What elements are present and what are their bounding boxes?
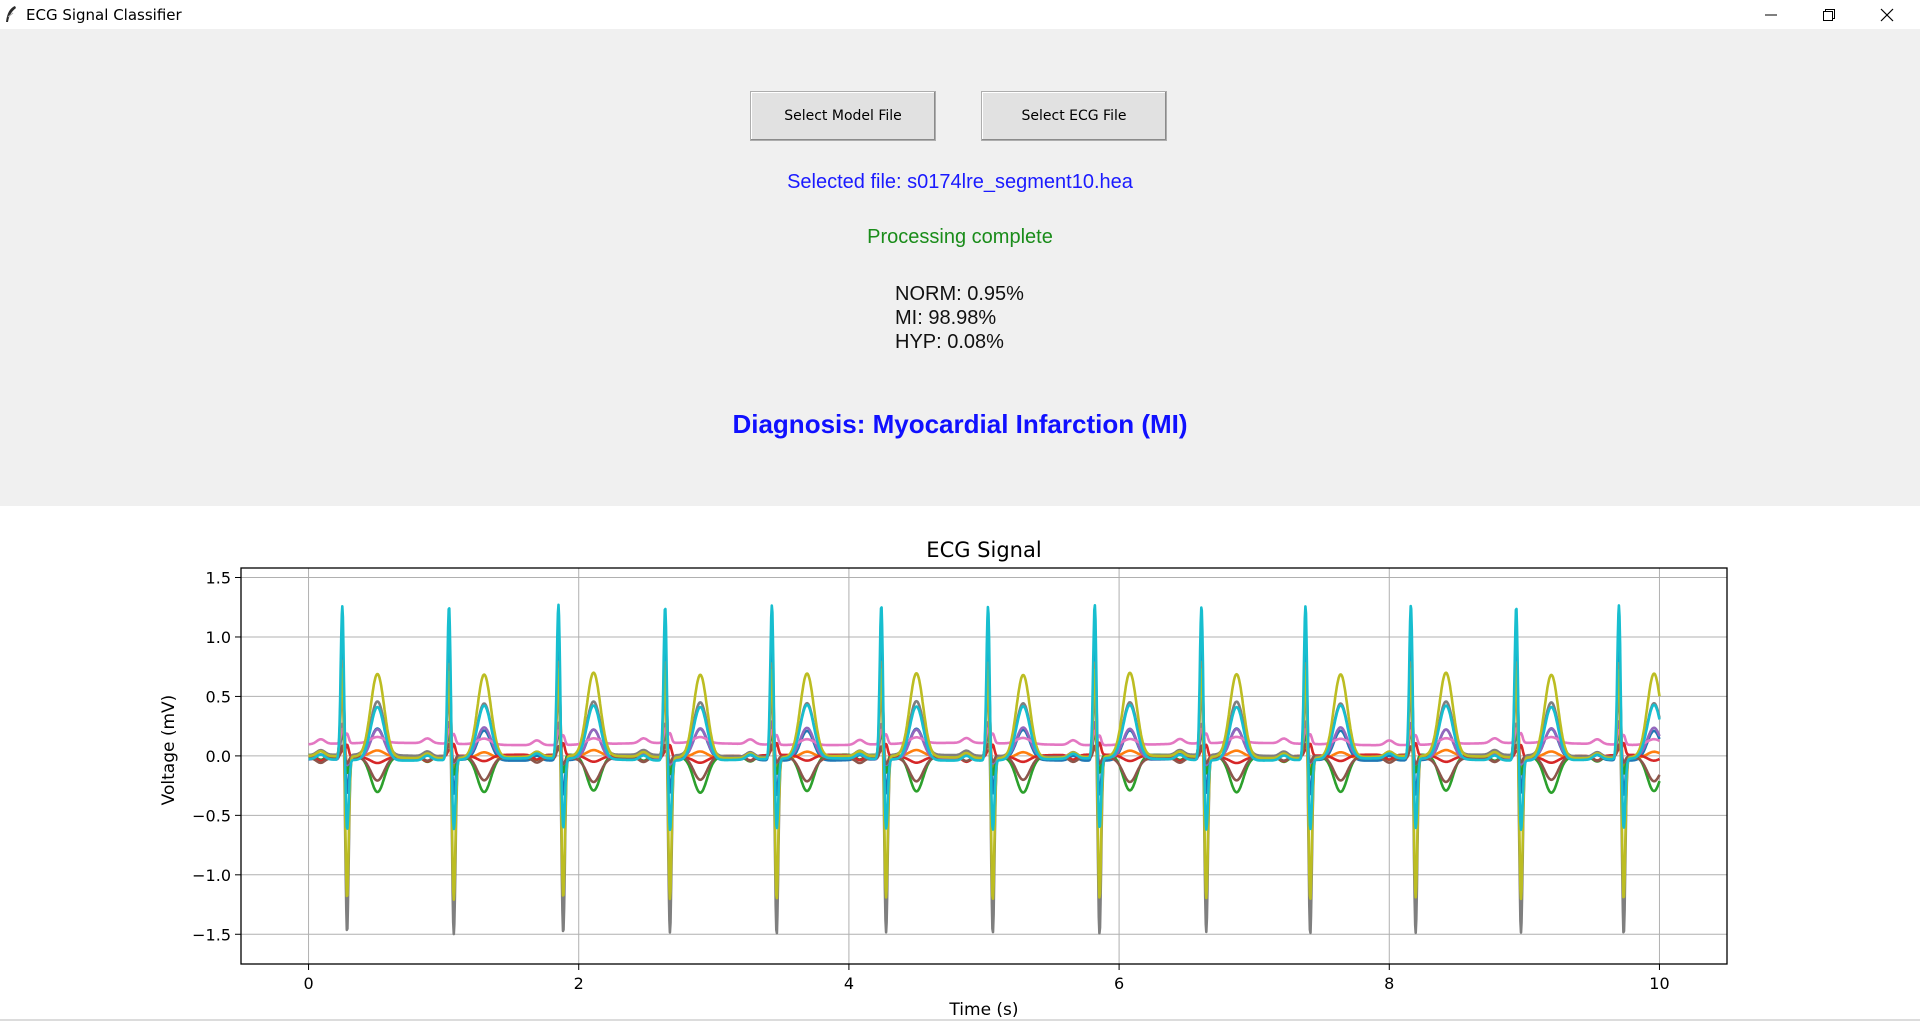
title-bar: ECG Signal Classifier	[0, 0, 1920, 29]
prob-norm: NORM: 0.95%	[895, 283, 1024, 305]
x-tick-label: 8	[1384, 974, 1394, 993]
probabilities-list: NORM: 0.95% MI: 98.98% HYP: 0.08%	[895, 282, 1024, 354]
chart-title: ECG Signal	[926, 538, 1041, 562]
y-tick-label: −1.5	[192, 925, 231, 944]
x-axis-label: Time (s)	[948, 1000, 1018, 1020]
x-tick-label: 2	[574, 974, 584, 993]
y-tick-label: 1.0	[206, 628, 231, 647]
close-icon	[1880, 8, 1894, 21]
status-label: Processing complete	[867, 226, 1053, 248]
x-tick-label: 10	[1649, 974, 1669, 993]
select-ecg-file-button[interactable]: Select ECG File	[981, 91, 1167, 141]
select-model-file-button[interactable]: Select Model File	[750, 91, 936, 141]
bottom-border	[0, 1019, 1920, 1021]
y-tick-label: 0.0	[206, 747, 231, 766]
y-tick-label: −0.5	[192, 806, 231, 825]
close-button[interactable]	[1858, 0, 1916, 29]
control-panel: Select Model File Select ECG File Select…	[0, 29, 1920, 506]
x-tick-label: 6	[1114, 974, 1124, 993]
ecg-lead-line	[307, 667, 1661, 901]
selected-file-label: Selected file: s0174lre_segment10.hea	[787, 171, 1133, 193]
y-tick-label: 1.5	[206, 569, 231, 588]
x-tick-label: 0	[303, 974, 313, 993]
y-axis-label: Voltage (mV)	[159, 695, 179, 806]
diagnosis-label: Diagnosis: Myocardial Infarction (MI)	[732, 409, 1188, 439]
prob-hyp: HYP: 0.08%	[895, 331, 1004, 353]
prob-mi: MI: 98.98%	[895, 307, 997, 329]
minimize-icon	[1765, 14, 1777, 15]
y-tick-label: 0.5	[206, 687, 231, 706]
window-title: ECG Signal Classifier	[26, 6, 182, 24]
minimize-button[interactable]	[1742, 0, 1800, 29]
restore-button[interactable]	[1800, 0, 1858, 29]
feather-icon	[6, 6, 16, 22]
x-tick-label: 4	[844, 974, 854, 993]
ecg-lead-line	[307, 603, 1661, 832]
y-tick-label: −1.0	[192, 866, 231, 885]
ecg-chart: ECG Signal 0 2 4 6 8 10 −1.5 −1.0 −0.5 0.0 0.5 1.0 1…	[159, 538, 1728, 1020]
ecg-lead-line	[307, 644, 1661, 796]
restore-icon	[1823, 8, 1835, 21]
plot-frame	[240, 567, 1728, 965]
ecg-plot: ECG Signal 0 2 4 6 8 10 −1.5 −1.0 −0.5 0.0 0.5 1.0 1…	[0, 506, 1920, 1021]
